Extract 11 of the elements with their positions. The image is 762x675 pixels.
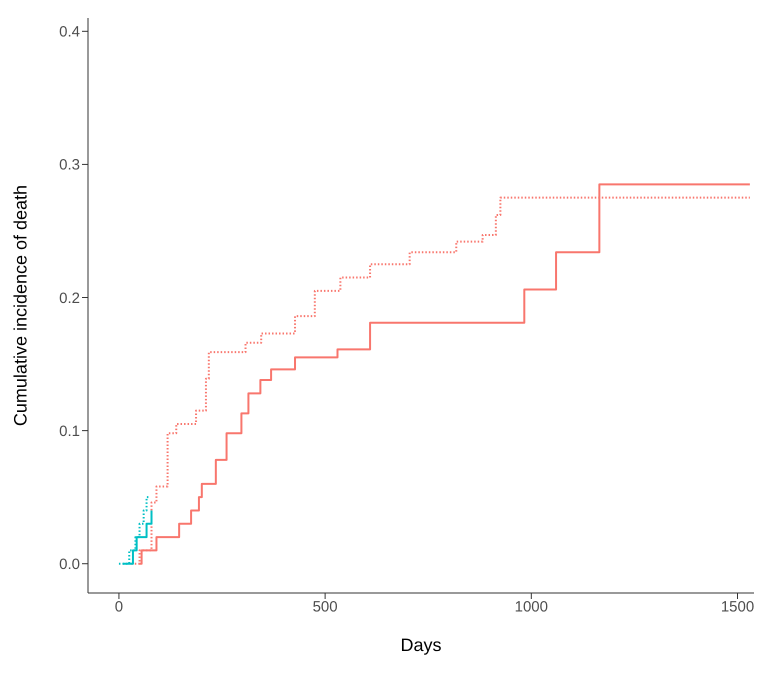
- y-tick-label: 0.2: [59, 290, 80, 307]
- x-tick-label: 500: [312, 598, 338, 616]
- x-tick-label: 1500: [720, 598, 754, 616]
- x-tick-label: 0: [114, 598, 124, 616]
- y-tick-label: 0.1: [59, 422, 80, 440]
- y-tick-label: 0.0: [59, 556, 80, 574]
- y-axis-title: Cumulative incidence of death: [10, 184, 30, 426]
- y-tick-label: 0.4: [59, 24, 80, 41]
- y-tick-label: 0.3: [59, 156, 80, 174]
- x-tick-label: 1000: [514, 598, 548, 616]
- x-axis-title: Days: [400, 635, 442, 655]
